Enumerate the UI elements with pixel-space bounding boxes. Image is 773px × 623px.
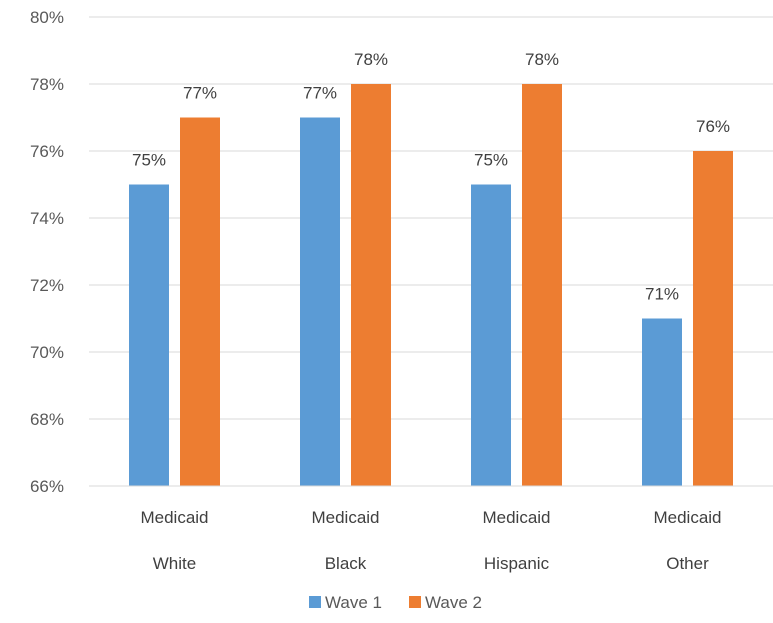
legend: Wave 1 Wave 2 xyxy=(309,593,482,612)
legend-label: Wave 1 xyxy=(325,593,382,612)
bars xyxy=(129,84,733,486)
data-labels: 75% 77% 75% 71% 77% 78% 78% 76% xyxy=(132,50,730,304)
x-category-label: Hispanic xyxy=(484,554,550,573)
y-tick-label: 74% xyxy=(30,209,64,228)
data-label: 77% xyxy=(303,84,337,103)
bar-wave-1 xyxy=(642,318,682,486)
data-label: 78% xyxy=(525,50,559,69)
y-tick-label: 78% xyxy=(30,75,64,94)
bar-wave-2 xyxy=(351,84,391,486)
legend-swatch xyxy=(309,596,321,608)
data-label: 71% xyxy=(645,285,679,304)
x-category-label: Black xyxy=(325,554,367,573)
data-label: 78% xyxy=(354,50,388,69)
data-label: 75% xyxy=(132,151,166,170)
x-category-label: Medicaid xyxy=(311,508,379,527)
x-axis-category-labels: Medicaid White Medicaid Black Medicaid Hispan… xyxy=(140,508,721,573)
data-label: 75% xyxy=(474,151,508,170)
x-category-label: Medicaid xyxy=(653,508,721,527)
x-category-label: Medicaid xyxy=(140,508,208,527)
bar-wave-1 xyxy=(300,117,340,486)
x-category-label: Other xyxy=(666,554,709,573)
x-category-label: White xyxy=(153,554,196,573)
y-tick-label: 68% xyxy=(30,410,64,429)
bar-wave-2 xyxy=(693,151,733,486)
data-label: 77% xyxy=(183,84,217,103)
legend-label: Wave 2 xyxy=(425,593,482,612)
y-tick-label: 76% xyxy=(30,142,64,161)
bar-wave-2 xyxy=(522,84,562,486)
bar-wave-1 xyxy=(129,184,169,486)
y-tick-label: 66% xyxy=(30,477,64,496)
y-axis-tick-labels: 66% 68% 70% 72% 74% 76% 78% 80% xyxy=(30,8,64,496)
bar-wave-2 xyxy=(180,117,220,486)
legend-swatch xyxy=(409,596,421,608)
y-tick-label: 70% xyxy=(30,343,64,362)
bar-wave-1 xyxy=(471,184,511,486)
x-category-label: Medicaid xyxy=(482,508,550,527)
y-tick-label: 80% xyxy=(30,8,64,27)
y-tick-label: 72% xyxy=(30,276,64,295)
data-label: 76% xyxy=(696,117,730,136)
